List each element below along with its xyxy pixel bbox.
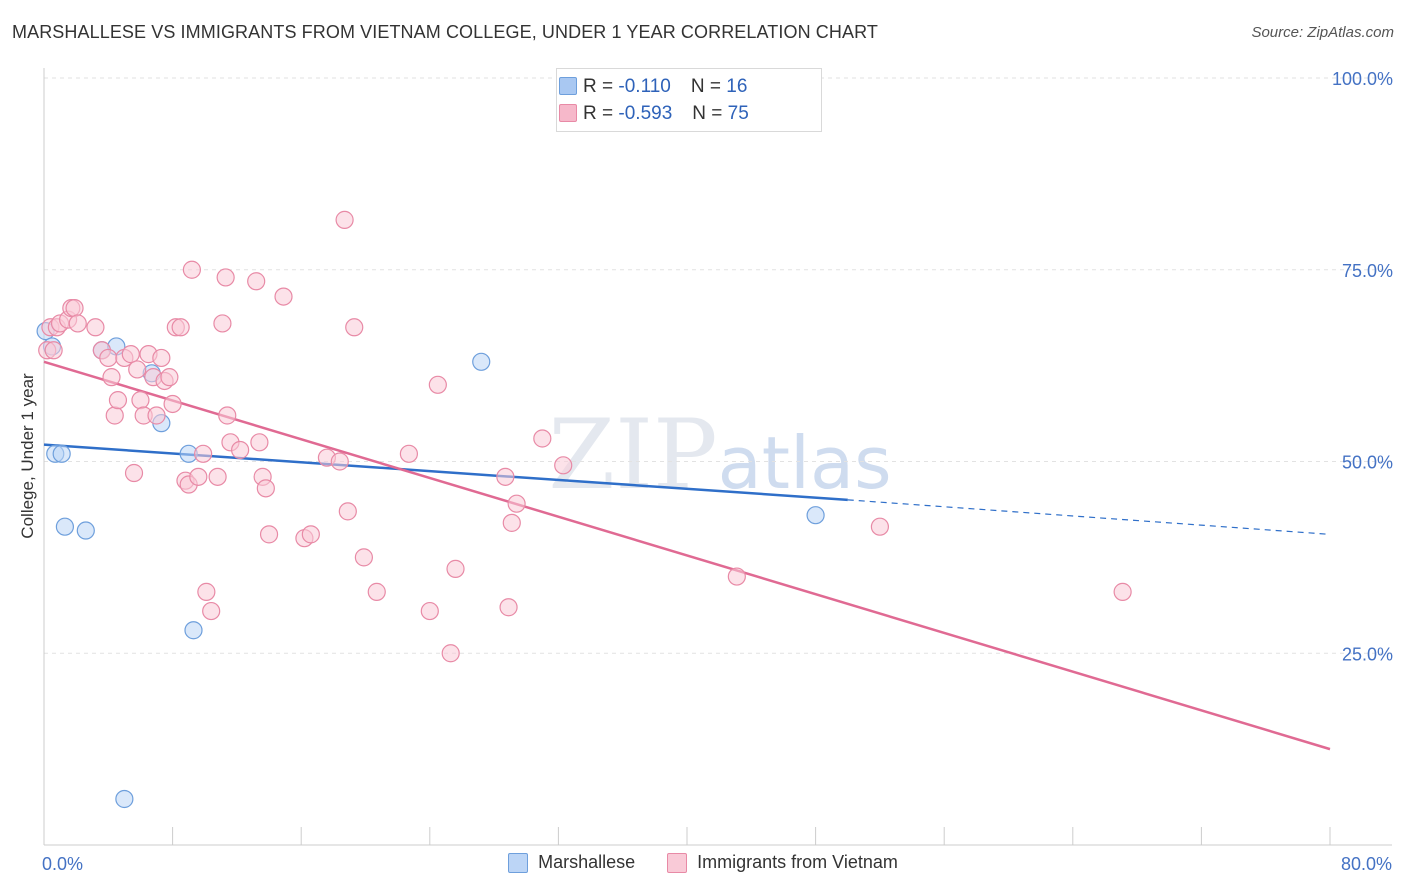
marshallese-trend-line	[43, 443, 848, 502]
vietnam-point	[399, 444, 419, 463]
marshallese-point	[184, 621, 203, 640]
marshallese-trend-extension	[847, 499, 1331, 535]
stats-n-label: N =	[692, 103, 723, 124]
vietnam-point	[218, 406, 237, 425]
vietnam-point	[554, 456, 573, 475]
vietnam-point	[301, 525, 320, 544]
x-tick-label: 80.0%	[1341, 854, 1392, 874]
vietnam-point	[208, 467, 227, 486]
vietnam-point	[99, 348, 118, 368]
vietnam-point	[420, 601, 439, 621]
vietnam-point	[108, 391, 128, 410]
y-tick-label: 25.0%	[1342, 644, 1393, 664]
stats-n-value: 75	[727, 103, 749, 124]
stats-r-label: R =	[583, 76, 614, 97]
vietnam-point	[231, 440, 250, 460]
legend-label-marshallese: Marshallese	[538, 852, 636, 872]
vietnam-point	[131, 391, 150, 410]
grid	[44, 77, 1392, 654]
marshallese-point	[472, 352, 491, 371]
vietnam-point	[213, 314, 232, 333]
vietnam-point	[160, 368, 179, 387]
vietnam-point	[250, 433, 269, 452]
stats-swatch-vietnam	[559, 104, 577, 122]
vietnam-point	[428, 375, 447, 394]
tick-labels: 100.0% 75.0% 50.0% 25.0% 0.0% 80.0%	[42, 69, 1393, 874]
vietnam-point	[259, 525, 279, 544]
legend-swatch-marshallese	[508, 852, 529, 873]
vietnam-point	[533, 429, 552, 448]
marshallese-point	[806, 506, 825, 525]
vietnam-point	[216, 268, 235, 287]
legend-swatch-vietnam	[667, 852, 688, 873]
vietnam-point	[163, 394, 182, 414]
chart-source: Source: ZipAtlas.com	[1251, 24, 1394, 41]
vietnam-point	[65, 299, 84, 318]
vietnam-point	[68, 314, 87, 333]
vietnam-point	[182, 260, 201, 279]
stats-n-label: N =	[690, 76, 721, 97]
vietnam-point	[367, 582, 386, 601]
stats-swatch-marshallese	[559, 77, 577, 95]
vietnam-point	[507, 494, 526, 513]
vietnam-point	[194, 444, 213, 463]
marshallese-point	[55, 517, 74, 536]
vietnam-point	[197, 582, 216, 601]
vietnam-point	[171, 318, 190, 337]
vietnam-point	[446, 559, 465, 578]
vietnam-point	[202, 601, 221, 621]
vietnam-point	[256, 479, 275, 498]
stats-r-label: R =	[583, 103, 614, 124]
stats-r-value: -0.110	[618, 76, 671, 97]
legend: Marshallese Immigrants from Vietnam	[0, 852, 1406, 873]
vietnam-point	[44, 341, 63, 360]
vietnam-point	[102, 368, 121, 387]
y-tick-label: 100.0%	[1332, 69, 1393, 89]
vietnam-point	[121, 345, 140, 364]
vietnam-point	[152, 348, 171, 368]
vietnam-point	[124, 463, 144, 483]
stats-r-value: -0.593	[618, 103, 673, 124]
vietnam-point	[345, 318, 364, 337]
marshallese-point	[115, 789, 134, 809]
stats-box: R = -0.110 N = 16 R = -0.593 N = 75	[556, 68, 822, 132]
stats-row-vietnam: R = -0.593 N = 75	[559, 101, 749, 127]
vietnam-point	[354, 548, 373, 567]
vietnam-point	[502, 513, 521, 532]
x-tick-label: 0.0%	[42, 854, 83, 874]
legend-item-vietnam: Immigrants from Vietnam	[667, 852, 898, 873]
y-tick-label: 50.0%	[1342, 453, 1393, 473]
legend-label-vietnam: Immigrants from Vietnam	[697, 852, 898, 872]
vietnam-point	[870, 517, 890, 536]
vietnam-point	[441, 644, 460, 663]
vietnam-point	[499, 598, 518, 617]
vietnam-trend-line	[43, 360, 1331, 751]
vietnam-point	[128, 360, 147, 379]
vietnam-point	[496, 467, 515, 486]
vietnam-point	[330, 452, 349, 471]
vietnam-point	[189, 467, 208, 486]
vietnam-point	[86, 318, 105, 337]
vietnam-point	[147, 406, 166, 425]
legend-item-marshallese: Marshallese	[508, 852, 635, 873]
vietnam-point	[274, 287, 293, 306]
y-tick-label: 75.0%	[1342, 261, 1393, 281]
vietnam-point	[727, 567, 746, 586]
chart-title: MARSHALLESE VS IMMIGRANTS FROM VIETNAM C…	[12, 22, 878, 42]
trend-lines	[43, 360, 1331, 751]
axes	[43, 68, 1392, 846]
vietnam-point	[105, 406, 124, 425]
watermark: ZIPatlas	[548, 399, 891, 511]
vietnam-point	[1113, 582, 1132, 601]
vietnam-point	[247, 272, 266, 291]
marshallese-point	[52, 444, 71, 463]
vietnam-point	[338, 502, 357, 521]
data-points	[36, 210, 1132, 809]
marshallese-point	[76, 521, 95, 540]
vietnam-point	[335, 210, 354, 229]
stats-row-marshallese: R = -0.110 N = 16	[559, 74, 748, 100]
stats-n-value: 16	[726, 76, 748, 97]
